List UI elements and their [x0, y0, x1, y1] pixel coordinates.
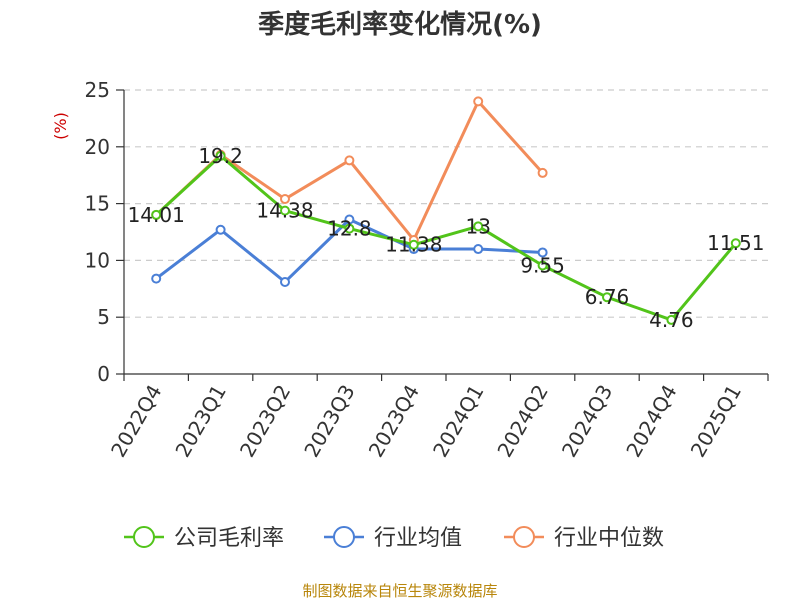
series-point [730, 238, 741, 249]
x-tick-label: 2024Q1 [428, 381, 488, 462]
series-point [473, 221, 484, 232]
x-tick-label: 2023Q2 [235, 381, 295, 462]
legend-label: 行业中位数 [554, 526, 664, 551]
legend-marker [513, 526, 535, 548]
x-tick-label: 2024Q2 [492, 381, 552, 462]
legend-label: 公司毛利率 [174, 526, 284, 551]
series-point [473, 96, 484, 107]
series-point [151, 273, 162, 284]
x-tick-label: 2023Q3 [299, 381, 359, 462]
series-point [473, 244, 484, 255]
data-label: 19.2 [198, 144, 243, 168]
data-label: 14.01 [128, 203, 185, 227]
data-label: 11.51 [707, 231, 764, 255]
series-point [151, 209, 162, 220]
series-point [537, 167, 548, 178]
series-point [537, 247, 548, 258]
data-label: 4.76 [649, 308, 694, 332]
legend: 公司毛利率 行业均值 行业中位数 [124, 526, 664, 551]
legend-marker [133, 526, 155, 548]
series-point [280, 276, 290, 287]
y-axis-label: (%) [51, 112, 70, 140]
series-line-0 [155, 154, 737, 322]
legend-label: 行业均值 [374, 526, 462, 551]
y-tick-label: 25 [85, 78, 110, 102]
series-point [215, 150, 226, 161]
source-note: 制图数据来自恒生聚源数据库 [302, 582, 497, 600]
data-labels: 14.01 19.2 14.38 12.8 11.38 13 9.55 6.76 4.76 11.… [128, 144, 765, 332]
y-tick-label: 10 [85, 248, 110, 272]
legend-marker [333, 526, 355, 548]
x-tick-label: 2023Q1 [170, 381, 230, 462]
data-label: 6.76 [585, 285, 630, 309]
y-tick-label: 15 [85, 192, 110, 216]
series-point [280, 194, 290, 205]
y-tick-label: 5 [97, 305, 110, 329]
grid-lines [124, 89, 768, 318]
series-point [537, 260, 548, 271]
series-point [344, 214, 355, 225]
series-point [602, 292, 612, 303]
x-tick-label: 2024Q4 [621, 381, 681, 462]
y-tick-label: 0 [97, 362, 110, 386]
series-point [666, 314, 677, 325]
series-point [280, 205, 290, 216]
data-label: 11.38 [385, 233, 442, 257]
chart-title: 季度毛利率变化情况(%) [258, 9, 542, 40]
x-tick-label: 2025Q1 [686, 381, 746, 462]
data-label: 13 [465, 214, 490, 238]
series-lines [151, 96, 741, 325]
series-point [408, 239, 419, 250]
series-point [215, 224, 226, 235]
x-tick-label: 2023Q4 [364, 381, 424, 462]
data-label: 14.38 [256, 199, 313, 223]
data-label: 9.55 [520, 254, 565, 278]
y-tick-label: 20 [85, 135, 110, 159]
series-point [344, 223, 355, 234]
x-tick-label: 2024Q3 [557, 381, 617, 462]
axes: 0 5 10 15 20 25 2022Q4 2023Q1 2023Q2 2023Q3 2023Q4… [85, 78, 769, 462]
x-tick-label: 2022Q4 [106, 381, 166, 462]
series-point [344, 155, 355, 166]
data-label: 12.8 [327, 217, 372, 241]
